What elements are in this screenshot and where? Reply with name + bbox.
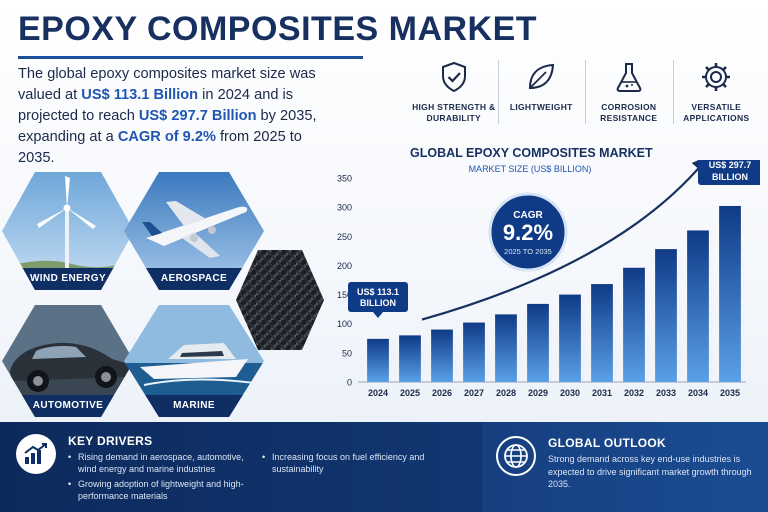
- title-underline: [18, 56, 363, 59]
- carbon-fiber-texture: [236, 250, 324, 350]
- feature-label: HIGH STRENGTH & DURABILITY: [412, 102, 496, 123]
- x-tick-label: 2024: [368, 388, 388, 398]
- feature-label: LIGHTWEIGHT: [509, 102, 573, 112]
- flask-icon: [616, 63, 642, 92]
- start-callout-unit: BILLION: [360, 298, 396, 308]
- end-callout-box: [698, 160, 760, 185]
- bar-2033: [655, 249, 677, 382]
- intro-cagr: CAGR of 9.2%: [117, 129, 216, 145]
- end-callout-value: US$ 297.7: [709, 160, 752, 170]
- x-tick-label: 2030: [560, 388, 580, 398]
- bar-2027: [463, 322, 485, 382]
- globe-icon: [496, 436, 536, 476]
- outlook-title: GLOBAL OUTLOOK: [548, 436, 666, 450]
- cagr-badge: [488, 192, 568, 272]
- feature-row: HIGH STRENGTH & DURABILITY LIGHTWEIGHT C…: [410, 60, 760, 130]
- page-title: EPOXY COMPOSITES MARKET: [18, 10, 538, 48]
- bar-2026: [431, 329, 453, 382]
- x-tick-label: 2033: [656, 388, 676, 398]
- intro-value-2035: US$ 297.7 Billion: [138, 108, 257, 124]
- x-tick-label: 2025: [400, 388, 420, 398]
- x-tick-label: 2034: [688, 388, 708, 398]
- hex-label: WIND ENERGY: [2, 268, 134, 290]
- start-callout-pointer: [373, 312, 383, 318]
- intro-text-1: The global epoxy composites market size …: [18, 66, 316, 103]
- feature-label: VERSATILE APPLICATIONS: [683, 102, 750, 123]
- chart-title: GLOBAL EPOXY COMPOSITES MARKET: [410, 146, 653, 160]
- bar-2032: [623, 267, 645, 382]
- feature-label: CORROSION RESISTANCE: [600, 102, 658, 123]
- y-tick-label: 300: [337, 203, 352, 213]
- intro-value-2024: US$ 113.1 Billion: [81, 87, 199, 103]
- hex-label: AUTOMOTIVE: [2, 395, 134, 417]
- start-callout-box: [348, 282, 408, 312]
- bar-2024: [367, 338, 389, 382]
- key-drivers-list-2: Increasing focus on fuel efficiency and …: [262, 452, 452, 479]
- x-tick-label: 2028: [496, 388, 516, 398]
- x-tick-label: 2031: [592, 388, 612, 398]
- end-callout-unit: BILLION: [712, 172, 748, 182]
- bar-chart: 0 50 100 150 200 250 300 350 2024 2025 2026 2027 202…: [337, 160, 760, 398]
- hex-aerospace: AEROSPACE: [124, 172, 264, 290]
- bar-2029: [527, 303, 549, 382]
- y-tick-label: 200: [337, 261, 352, 271]
- bar-2035: [719, 205, 741, 382]
- y-tick-label: 50: [342, 348, 352, 358]
- x-tick-label: 2027: [464, 388, 484, 398]
- x-tick-label: 2026: [432, 388, 452, 398]
- feature-versatile: VERSATILE APPLICATIONS: [672, 60, 761, 130]
- y-tick-label: 250: [337, 232, 352, 242]
- intro-paragraph: The global epoxy composites market size …: [18, 64, 340, 169]
- cagr-range: 2025 TO 2035: [504, 247, 552, 256]
- list-item: Growing adoption of lightweight and high…: [68, 479, 256, 502]
- chart-subtitle: MARKET SIZE (US$ BILLION): [468, 164, 592, 174]
- outlook-text: Strong demand across key end-use industr…: [548, 454, 752, 489]
- feature-lightweight: LIGHTWEIGHT: [497, 60, 586, 130]
- list-item: Increasing focus on fuel efficiency and …: [262, 452, 452, 475]
- list-item: Rising demand in aerospace, automotive, …: [68, 452, 256, 475]
- hex-wind-energy: WIND ENERGY: [2, 172, 134, 290]
- x-tick-label: 2035: [720, 388, 740, 398]
- y-tick-label: 350: [337, 174, 352, 184]
- x-tick-label: 2029: [528, 388, 548, 398]
- y-tick-label: 150: [337, 290, 352, 300]
- hex-marine: MARINE: [124, 305, 264, 417]
- bar-2030: [559, 294, 581, 382]
- shield-check-icon: [441, 61, 466, 93]
- key-drivers-title: KEY DRIVERS: [68, 434, 153, 448]
- bar-2034: [687, 230, 709, 382]
- start-callout-value: US$ 113.1: [357, 287, 399, 297]
- y-tick-label: 100: [337, 319, 352, 329]
- cagr-value: 9.2%: [503, 220, 553, 245]
- y-tick-label: 0: [347, 378, 352, 388]
- intro-text-2: in 2024 and is projected to reach: [18, 87, 294, 124]
- key-drivers-list-1: Rising demand in aerospace, automotive, …: [68, 452, 256, 506]
- hex-carbon-fiber: [236, 250, 324, 350]
- gear-icon: [702, 63, 731, 91]
- intro-text-4: from 2025 to 2035.: [18, 129, 302, 166]
- intro-text-3: by 2035, expanding at a: [18, 108, 317, 145]
- bar-2031: [591, 284, 613, 382]
- bar-2025: [399, 335, 421, 382]
- hex-label: AEROSPACE: [124, 268, 264, 290]
- bar-2028: [495, 314, 517, 382]
- cagr-label: CAGR: [513, 210, 543, 221]
- feature-strength: HIGH STRENGTH & DURABILITY: [410, 60, 498, 130]
- growth-chart-icon: [16, 434, 56, 474]
- hex-label: MARINE: [124, 395, 264, 417]
- leaf-icon: [529, 63, 555, 90]
- hex-automotive: AUTOMOTIVE: [2, 305, 134, 417]
- x-tick-label: 2032: [624, 388, 644, 398]
- feature-corrosion: CORROSION RESISTANCE: [585, 60, 673, 130]
- growth-arrow: [421, 160, 710, 321]
